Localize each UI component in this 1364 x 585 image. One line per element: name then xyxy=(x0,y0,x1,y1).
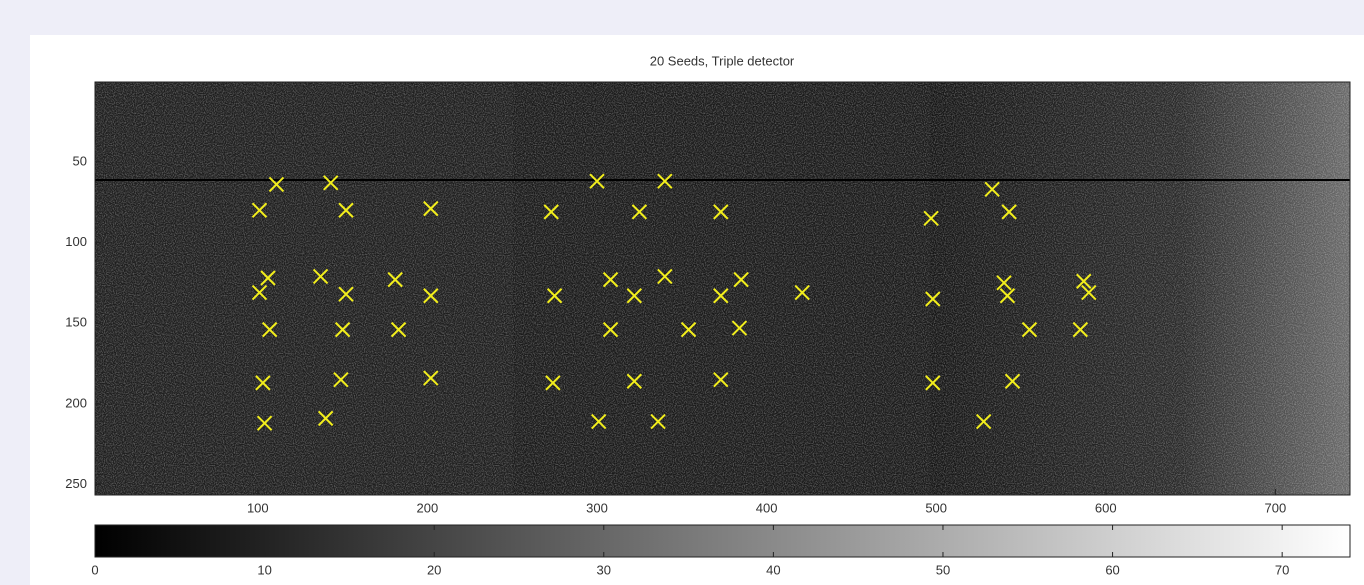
marker xyxy=(423,288,439,304)
colorbar-tick-label: 10 xyxy=(257,562,271,577)
colorbar-tick-label: 50 xyxy=(936,562,950,577)
x-tick-label: 100 xyxy=(247,500,269,515)
x-tick-label: 500 xyxy=(925,500,947,515)
marker xyxy=(1001,204,1017,220)
marker xyxy=(590,413,607,430)
marker xyxy=(713,288,729,304)
marker xyxy=(543,204,559,220)
marker xyxy=(650,413,666,430)
marker xyxy=(423,200,439,217)
x-tick-label: 200 xyxy=(417,500,439,515)
marker xyxy=(334,321,351,338)
colorbar-tick-label: 30 xyxy=(597,562,611,577)
y-tick-label: 150 xyxy=(65,315,87,330)
x-tick-label: 400 xyxy=(756,500,778,515)
marker xyxy=(626,373,643,389)
colorbar-tick-label: 70 xyxy=(1275,562,1289,577)
marker xyxy=(657,268,673,285)
marker xyxy=(984,181,1000,197)
marker xyxy=(1076,273,1092,289)
marker xyxy=(713,371,729,388)
marker xyxy=(1081,284,1097,301)
axes-box xyxy=(94,81,1351,496)
marker xyxy=(423,370,439,386)
x-tick-label: 700 xyxy=(1265,500,1287,515)
colorbar-tick-label: 60 xyxy=(1105,562,1119,577)
marker xyxy=(338,202,354,218)
marker xyxy=(323,175,339,191)
marker xyxy=(589,173,605,189)
chart-title: 20 Seeds, Triple detector xyxy=(650,53,795,68)
marker xyxy=(731,320,748,336)
marker xyxy=(999,288,1016,304)
marker xyxy=(1021,321,1038,338)
marker xyxy=(680,321,697,338)
marker xyxy=(657,173,673,189)
marker xyxy=(268,176,285,193)
marker xyxy=(390,321,407,338)
marker xyxy=(545,375,561,391)
marker xyxy=(312,268,329,285)
marker xyxy=(733,271,749,288)
marker xyxy=(713,204,729,220)
marker xyxy=(996,275,1012,291)
marker xyxy=(338,286,354,302)
marker xyxy=(925,375,941,391)
marker xyxy=(387,271,403,288)
marker xyxy=(255,375,271,391)
marker xyxy=(602,321,619,338)
marker xyxy=(317,410,334,427)
marker xyxy=(631,204,648,220)
marker xyxy=(975,413,992,430)
marker xyxy=(546,288,563,304)
noise xyxy=(95,82,1350,495)
marker xyxy=(333,371,349,388)
image xyxy=(95,82,1350,495)
colorbar-tick-label: 40 xyxy=(766,562,780,577)
marker xyxy=(256,415,273,431)
marker xyxy=(261,321,278,338)
marker xyxy=(260,270,276,286)
marker xyxy=(251,284,268,301)
colorbar-tick-label: 20 xyxy=(427,562,441,577)
colorbar xyxy=(94,524,1351,558)
y-tick-label: 100 xyxy=(65,234,87,249)
marker xyxy=(794,284,810,301)
y-tick-label: 200 xyxy=(65,395,87,410)
x-tick-label: 600 xyxy=(1095,500,1117,515)
marker xyxy=(1004,373,1021,389)
marker xyxy=(602,271,619,288)
marker xyxy=(1072,321,1089,338)
colorbar-tick-label: 0 xyxy=(91,562,98,577)
x-tick-label: 300 xyxy=(586,500,608,515)
y-tick-label: 50 xyxy=(73,153,87,168)
marker xyxy=(925,291,941,307)
marker xyxy=(923,210,939,227)
marker xyxy=(626,288,643,304)
y-tick-label: 250 xyxy=(65,476,87,491)
marker xyxy=(251,202,268,218)
